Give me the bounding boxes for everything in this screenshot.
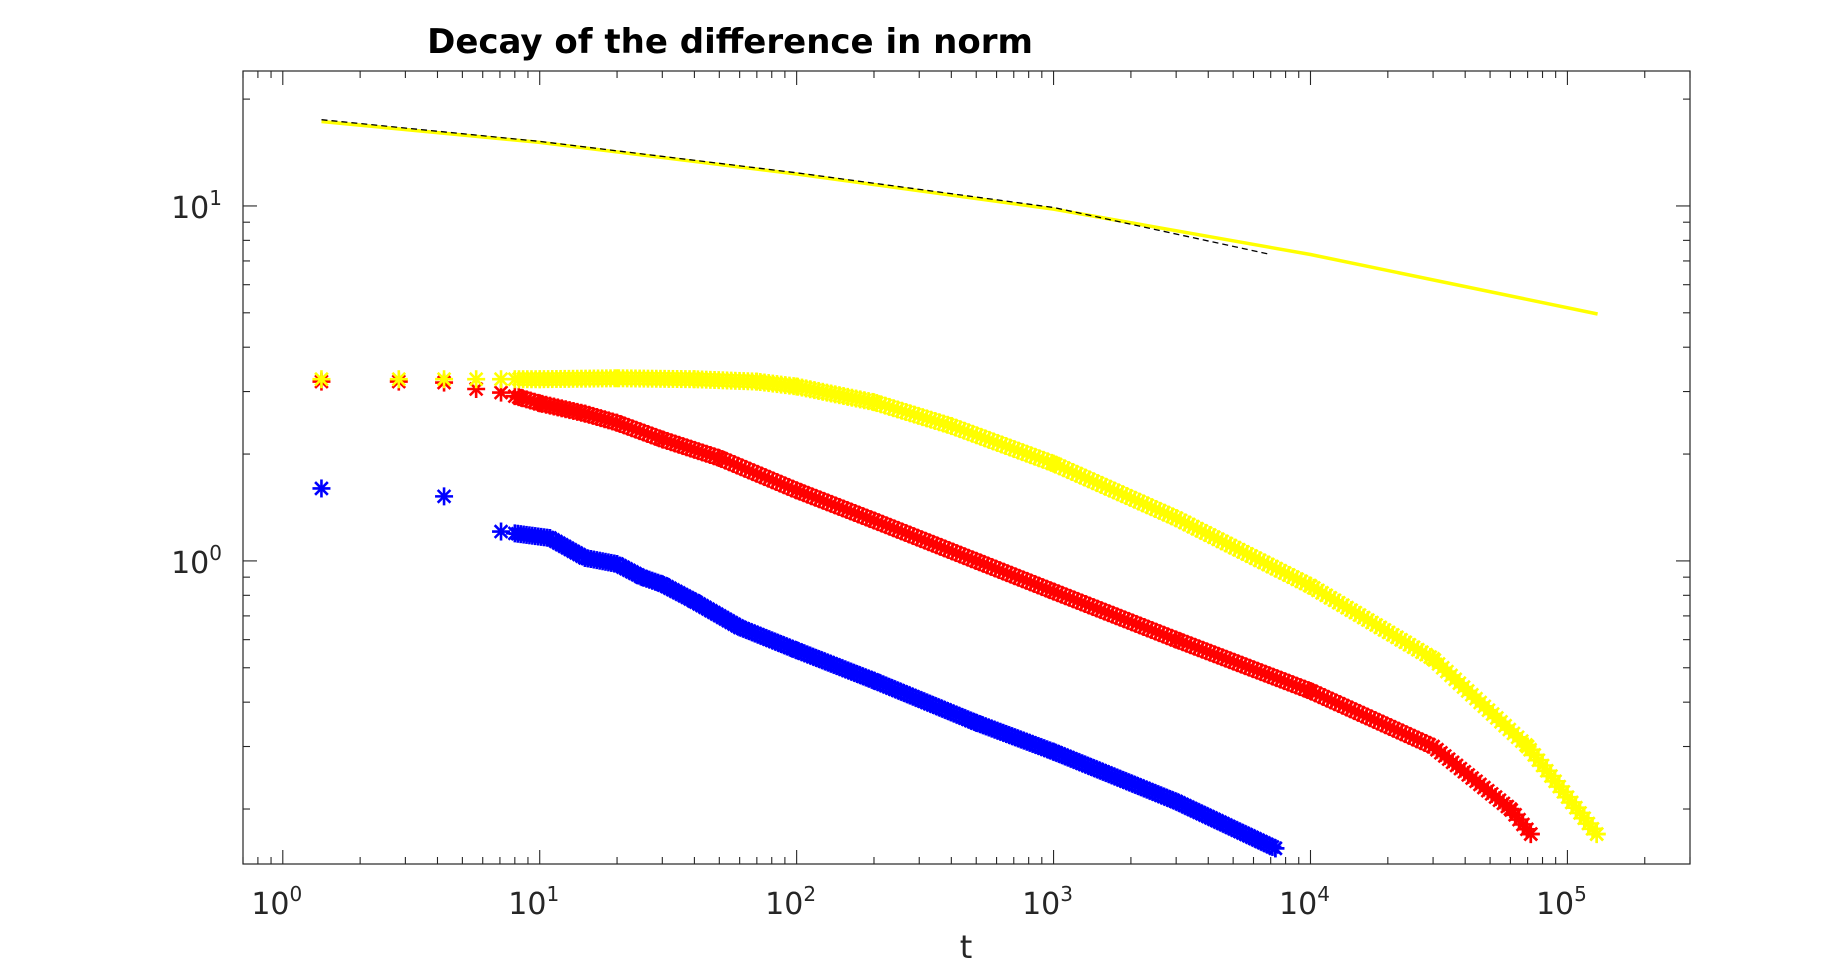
x-tick-label: 104 bbox=[1279, 882, 1330, 922]
x-tick-label: 103 bbox=[1022, 882, 1073, 922]
reference-dashed-line bbox=[321, 119, 1271, 256]
data-point bbox=[435, 487, 454, 506]
x-tick-label: 105 bbox=[1536, 882, 1587, 922]
x-tick-label: 100 bbox=[251, 882, 302, 922]
data-point bbox=[1587, 825, 1606, 844]
series-1 bbox=[321, 119, 1271, 256]
data-point bbox=[1521, 825, 1540, 844]
series-4 bbox=[312, 369, 1606, 844]
data-point bbox=[467, 370, 486, 389]
data-point bbox=[435, 370, 454, 389]
data-point bbox=[312, 370, 331, 389]
data-point bbox=[1266, 839, 1285, 858]
data-point bbox=[312, 479, 331, 498]
x-tick-label: 102 bbox=[765, 882, 816, 922]
chart-title: Decay of the difference in norm bbox=[427, 22, 1033, 62]
data-point bbox=[389, 370, 408, 389]
x-tick-label: 101 bbox=[508, 882, 559, 922]
series-3 bbox=[312, 372, 1540, 844]
tick-labels: 100 101 102 103 104 105 100 101 bbox=[171, 186, 1587, 922]
series-line bbox=[321, 119, 1598, 316]
y-tick-label: 100 bbox=[171, 541, 222, 581]
y-tick-label: 101 bbox=[171, 186, 222, 226]
plot-area bbox=[242, 70, 1691, 865]
x-axis-label: t bbox=[960, 928, 973, 961]
series-0 bbox=[321, 119, 1598, 316]
axis-ticks bbox=[242, 71, 1691, 864]
series-layer bbox=[312, 119, 1606, 858]
series-2 bbox=[312, 479, 1285, 858]
data-point bbox=[492, 522, 511, 541]
